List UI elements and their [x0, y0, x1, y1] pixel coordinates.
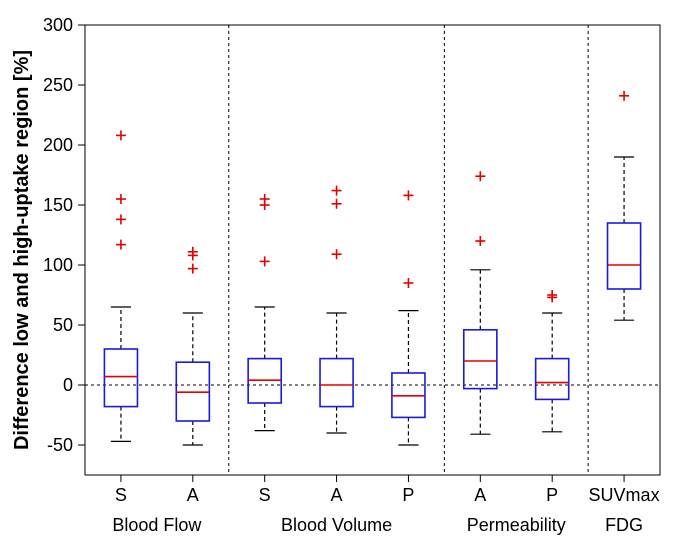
svg-text:50: 50	[53, 315, 73, 335]
svg-text:A: A	[331, 485, 343, 505]
svg-text:Blood Flow: Blood Flow	[112, 515, 202, 535]
svg-text:SUVmax: SUVmax	[589, 485, 660, 505]
svg-text:Blood Volume: Blood Volume	[281, 515, 392, 535]
boxplot-chart: -50 0 50 100 150 200 250 300 S A S A P A P SUVmax Blood …	[0, 0, 674, 556]
svg-text:-50: -50	[47, 435, 73, 455]
svg-text:0: 0	[63, 375, 73, 395]
svg-text:300: 300	[43, 15, 73, 35]
chart-svg: -50 0 50 100 150 200 250 300 S A S A P A P SUVmax Blood …	[0, 0, 674, 556]
svg-text:200: 200	[43, 135, 73, 155]
svg-text:Permeability: Permeability	[467, 515, 566, 535]
svg-text:250: 250	[43, 75, 73, 95]
svg-text:P: P	[402, 485, 414, 505]
svg-text:S: S	[115, 485, 127, 505]
svg-text:FDG: FDG	[605, 515, 643, 535]
svg-text:Difference low and high-uptake: Difference low and high-uptake region [%…	[11, 50, 33, 450]
svg-text:A: A	[187, 485, 199, 505]
svg-text:P: P	[546, 485, 558, 505]
svg-text:150: 150	[43, 195, 73, 215]
svg-text:100: 100	[43, 255, 73, 275]
svg-text:S: S	[259, 485, 271, 505]
svg-text:A: A	[474, 485, 486, 505]
